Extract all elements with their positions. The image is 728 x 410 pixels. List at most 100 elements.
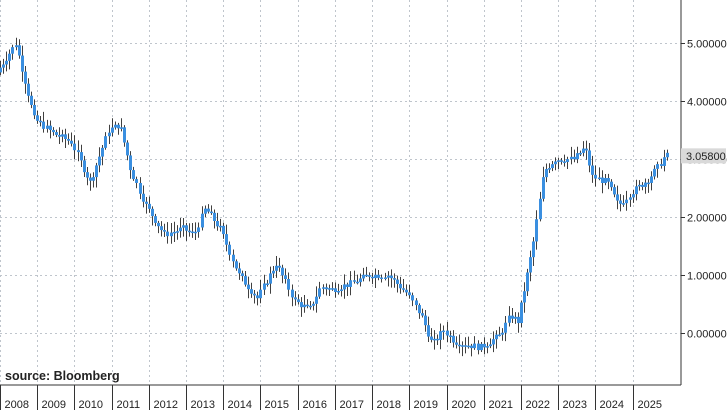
candle-body: [108, 132, 111, 137]
candle-body: [176, 231, 179, 233]
candle-body: [148, 203, 151, 209]
candle-body: [281, 267, 284, 276]
candle-body: [126, 142, 129, 156]
candle-body: [266, 283, 269, 285]
candle-body: [238, 268, 241, 274]
candle-body: [523, 291, 526, 303]
candle-body: [371, 276, 374, 279]
candle-body: [259, 289, 262, 299]
candle-body: [585, 148, 588, 151]
candle-body: [0, 67, 2, 73]
candle-body: [89, 177, 92, 181]
candle-body: [374, 274, 377, 279]
candle-body: [545, 169, 548, 178]
candle-body: [39, 120, 42, 123]
candle-body: [433, 338, 436, 341]
candle-body: [436, 338, 439, 341]
candle-body: [42, 121, 45, 129]
candle-body: [653, 168, 656, 177]
candle-body: [225, 234, 228, 245]
candle-body: [256, 295, 259, 299]
last-value-text: 3.05800: [686, 151, 726, 163]
candle-body: [204, 208, 207, 214]
candle-body: [95, 165, 98, 178]
candle-body: [117, 124, 120, 129]
x-tick-label: 2024: [600, 399, 624, 410]
candle-body: [49, 125, 52, 131]
candle-body: [73, 143, 76, 151]
candle-body: [380, 277, 383, 279]
candle-body: [411, 295, 414, 301]
candle-body: [15, 45, 18, 48]
candle-body: [337, 290, 340, 293]
candle-body: [114, 124, 117, 128]
candle-body: [399, 283, 402, 289]
candle-body: [473, 343, 476, 349]
candle-body: [194, 231, 197, 234]
y-tick-label: 5.00000: [687, 39, 727, 51]
x-tick-label: 2010: [79, 399, 103, 410]
candle-body: [151, 208, 154, 217]
candle-body: [139, 182, 142, 194]
candle-body: [632, 194, 635, 198]
candle-body: [67, 138, 70, 141]
candle-body: [80, 152, 83, 161]
candle-body: [368, 275, 371, 277]
candle-body: [284, 275, 287, 280]
candle-body: [46, 125, 49, 129]
candle-body: [70, 140, 73, 144]
candle-body: [489, 344, 492, 347]
candle-body: [390, 275, 393, 279]
candle-body: [442, 330, 445, 333]
candle-body: [120, 127, 123, 129]
candle-body: [644, 182, 647, 187]
candle-body: [486, 346, 489, 348]
candle-body: [483, 343, 486, 348]
candle-body: [557, 160, 560, 162]
candle-body: [598, 177, 601, 180]
y-tick-label: 0.00000: [687, 329, 727, 341]
candle-body: [601, 177, 604, 184]
x-tick-label: 2023: [563, 399, 587, 410]
candle-body: [18, 45, 21, 56]
candle-body: [666, 152, 669, 158]
candle-body: [328, 288, 331, 290]
candle-body: [455, 342, 458, 345]
candle-body: [405, 289, 408, 293]
candle-body: [656, 164, 659, 169]
candle-body: [464, 345, 467, 347]
candle-body: [61, 134, 64, 137]
candle-body: [607, 178, 610, 182]
candle-body: [142, 193, 145, 202]
candle-body: [346, 284, 349, 287]
candle-body: [27, 83, 30, 96]
vertical-gridlines: [0, 0, 634, 385]
candle-body: [439, 331, 442, 340]
candle-body: [129, 155, 132, 171]
candle-body: [154, 216, 157, 223]
candle-body: [33, 104, 36, 116]
x-tick-label: 2015: [265, 399, 289, 410]
x-tick-label: 2011: [117, 399, 141, 410]
candle-body: [526, 272, 529, 292]
candle-body: [511, 315, 514, 319]
candle-body: [173, 231, 176, 234]
source-label: source: Bloomberg: [5, 369, 120, 383]
candle-body: [480, 343, 483, 351]
candle-body: [610, 181, 613, 188]
candle-body: [294, 297, 297, 300]
candle-body: [8, 53, 11, 61]
candle-body: [170, 232, 173, 237]
candle-body: [504, 322, 507, 333]
candle-body: [163, 230, 166, 232]
candle-body: [427, 325, 430, 337]
candle-body: [64, 134, 67, 139]
candle-body: [188, 230, 191, 233]
candle-body: [458, 344, 461, 347]
candle-body: [625, 199, 628, 204]
candle-body: [55, 132, 58, 135]
candle-body: [576, 153, 579, 160]
candle-body: [325, 287, 328, 290]
candle-body: [235, 261, 238, 269]
x-tick-label: 2019: [414, 399, 438, 410]
